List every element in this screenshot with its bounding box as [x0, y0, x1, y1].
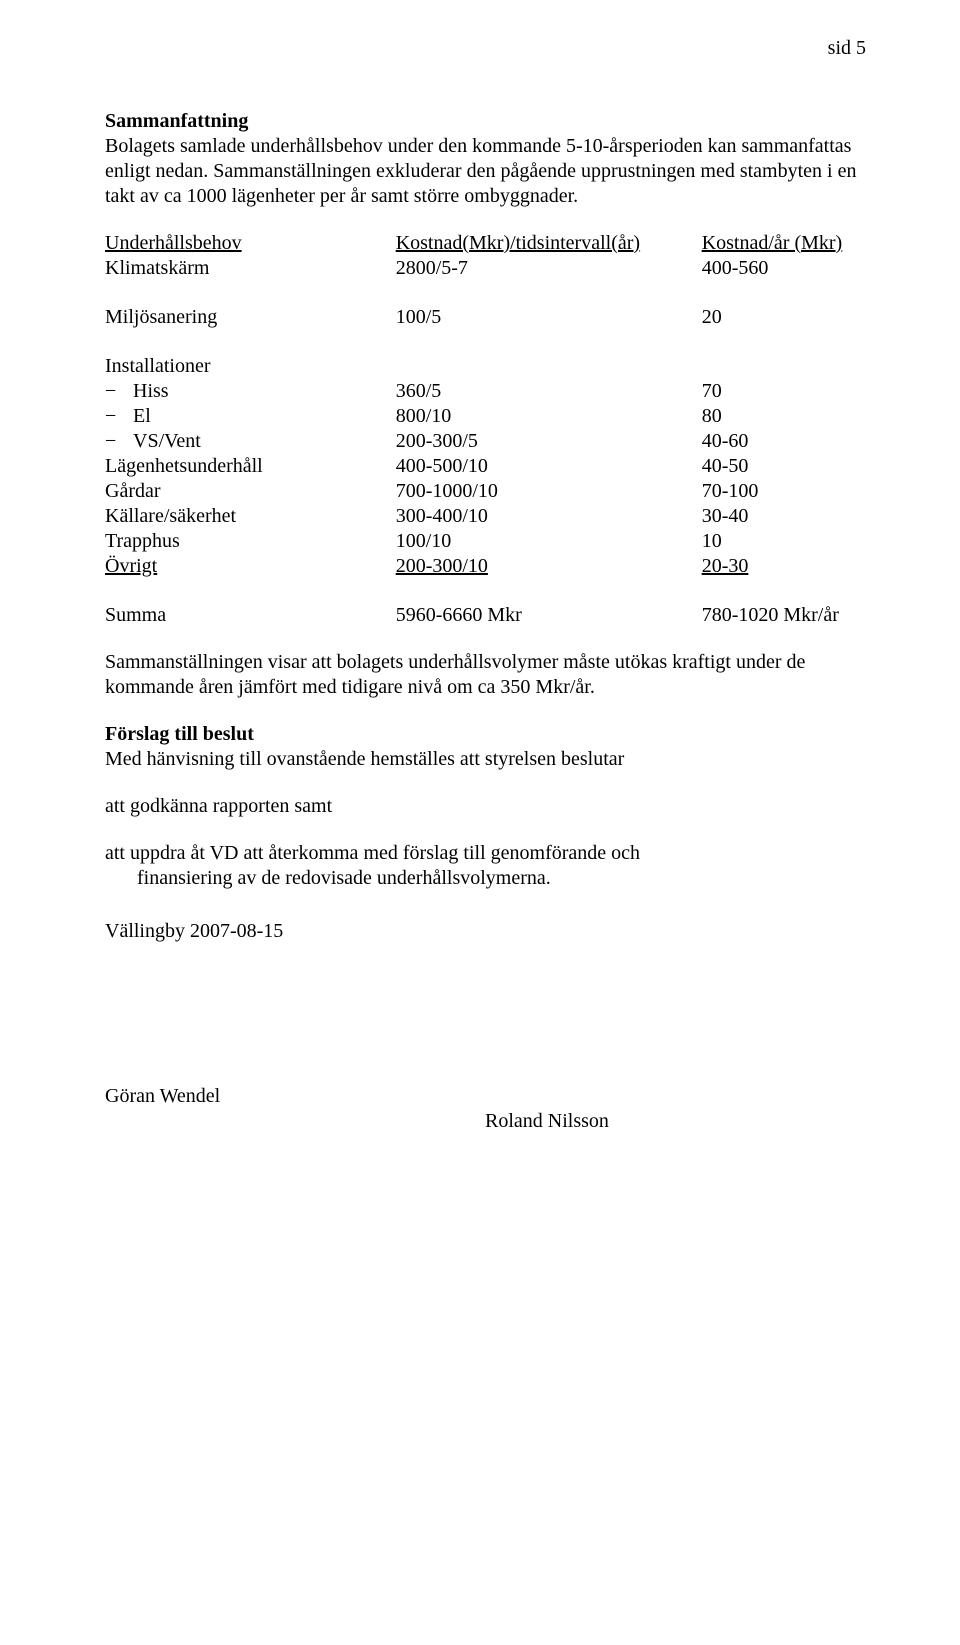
- cell-right: 40-60: [702, 429, 870, 454]
- cell-mid: 700-1000/10: [396, 479, 702, 504]
- cell-label: Hiss: [133, 379, 169, 404]
- cell-label: Övrigt: [105, 555, 157, 577]
- cell-right: 70-100: [702, 479, 870, 504]
- spacer-row: [105, 330, 870, 354]
- place-date: Vällingby 2007-08-15: [105, 919, 870, 944]
- cell-right: 20-30: [702, 555, 749, 577]
- signature-1: Göran Wendel: [105, 1084, 870, 1109]
- proposal-p3-line1: att uppdra åt VD att återkomma med försl…: [105, 841, 870, 866]
- cell-label: Trapphus: [105, 529, 396, 554]
- cell-right: 80: [702, 404, 870, 429]
- table-sum-row: Summa 5960-6660 Mkr 780-1020 Mkr/år: [105, 603, 870, 628]
- cell-mid: 2800/5-7: [396, 256, 702, 281]
- spacer-row: [105, 579, 870, 603]
- dash-icon: −: [105, 379, 133, 404]
- sum-mid: 5960-6660 Mkr: [396, 603, 702, 628]
- cell-mid: 200-300/10: [396, 555, 488, 577]
- header-col1: Underhållsbehov: [105, 232, 242, 254]
- cell-label: Gårdar: [105, 479, 396, 504]
- cell-label: Klimatskärm: [105, 256, 396, 281]
- table-row: −Hiss 360/5 70: [105, 379, 870, 404]
- proposal-heading: Förslag till beslut: [105, 722, 870, 747]
- table-row: Klimatskärm 2800/5-7 400-560: [105, 256, 870, 281]
- cell-right: 30-40: [702, 504, 870, 529]
- cell-label: El: [133, 404, 151, 429]
- table-row: Källare/säkerhet 300-400/10 30-40: [105, 504, 870, 529]
- proposal-p1: Med hänvisning till ovanstående hemställ…: [105, 747, 870, 772]
- summary-section: Sammanfattning Bolagets samlade underhål…: [105, 109, 870, 209]
- signature-2: Roland Nilsson: [485, 1109, 870, 1134]
- header-col3: Kostnad/år (Mkr): [702, 232, 843, 254]
- table-row: Gårdar 700-1000/10 70-100: [105, 479, 870, 504]
- cell-right: 40-50: [702, 454, 870, 479]
- cell-right: 70: [702, 379, 870, 404]
- cell-mid: 100/5: [396, 305, 702, 330]
- intro-paragraph: Bolagets samlade underhållsbehov under d…: [105, 134, 870, 209]
- cell-mid: 800/10: [396, 404, 702, 429]
- cell-label: VS/Vent: [133, 429, 201, 454]
- note-paragraph: Sammanställningen visar att bolagets und…: [105, 650, 870, 700]
- cell-right: 400-560: [702, 256, 870, 281]
- table-row: Trapphus 100/10 10: [105, 529, 870, 554]
- installations-header: Installationer: [105, 354, 870, 379]
- cell-label: Miljösanering: [105, 305, 396, 330]
- cell-mid: 100/10: [396, 529, 702, 554]
- table-header-row: Underhållsbehov Kostnad(Mkr)/tidsinterva…: [105, 231, 870, 256]
- proposal-p3: att uppdra åt VD att återkomma med försl…: [105, 841, 870, 891]
- proposal-p3-line2: finansiering av de redovisade underhålls…: [105, 866, 870, 891]
- installations-header-row: Installationer: [105, 354, 870, 379]
- dash-icon: −: [105, 404, 133, 429]
- table-row: −VS/Vent 200-300/5 40-60: [105, 429, 870, 454]
- cell-label: Källare/säkerhet: [105, 504, 396, 529]
- cell-mid: 400-500/10: [396, 454, 702, 479]
- page-number: sid 5: [105, 36, 866, 61]
- table-row: Lägenhetsunderhåll 400-500/10 40-50: [105, 454, 870, 479]
- cell-mid: 300-400/10: [396, 504, 702, 529]
- cell-mid: 360/5: [396, 379, 702, 404]
- table-row: Miljösanering 100/5 20: [105, 305, 870, 330]
- summary-heading: Sammanfattning: [105, 109, 870, 134]
- cell-mid: 200-300/5: [396, 429, 702, 454]
- sum-label: Summa: [105, 603, 396, 628]
- needs-table: Underhållsbehov Kostnad(Mkr)/tidsinterva…: [105, 231, 870, 628]
- cell-right: 20: [702, 305, 870, 330]
- header-col2: Kostnad(Mkr)/tidsintervall(år): [396, 232, 640, 254]
- table-row: Övrigt 200-300/10 20-30: [105, 554, 870, 579]
- cell-label: Lägenhetsunderhåll: [105, 454, 396, 479]
- dash-icon: −: [105, 429, 133, 454]
- proposal-p2: att godkänna rapporten samt: [105, 794, 870, 819]
- signature-block: Göran Wendel Roland Nilsson: [105, 1084, 870, 1134]
- table-row: −El 800/10 80: [105, 404, 870, 429]
- cell-right: 10: [702, 529, 870, 554]
- sum-right: 780-1020 Mkr/år: [702, 603, 870, 628]
- spacer-row: [105, 281, 870, 305]
